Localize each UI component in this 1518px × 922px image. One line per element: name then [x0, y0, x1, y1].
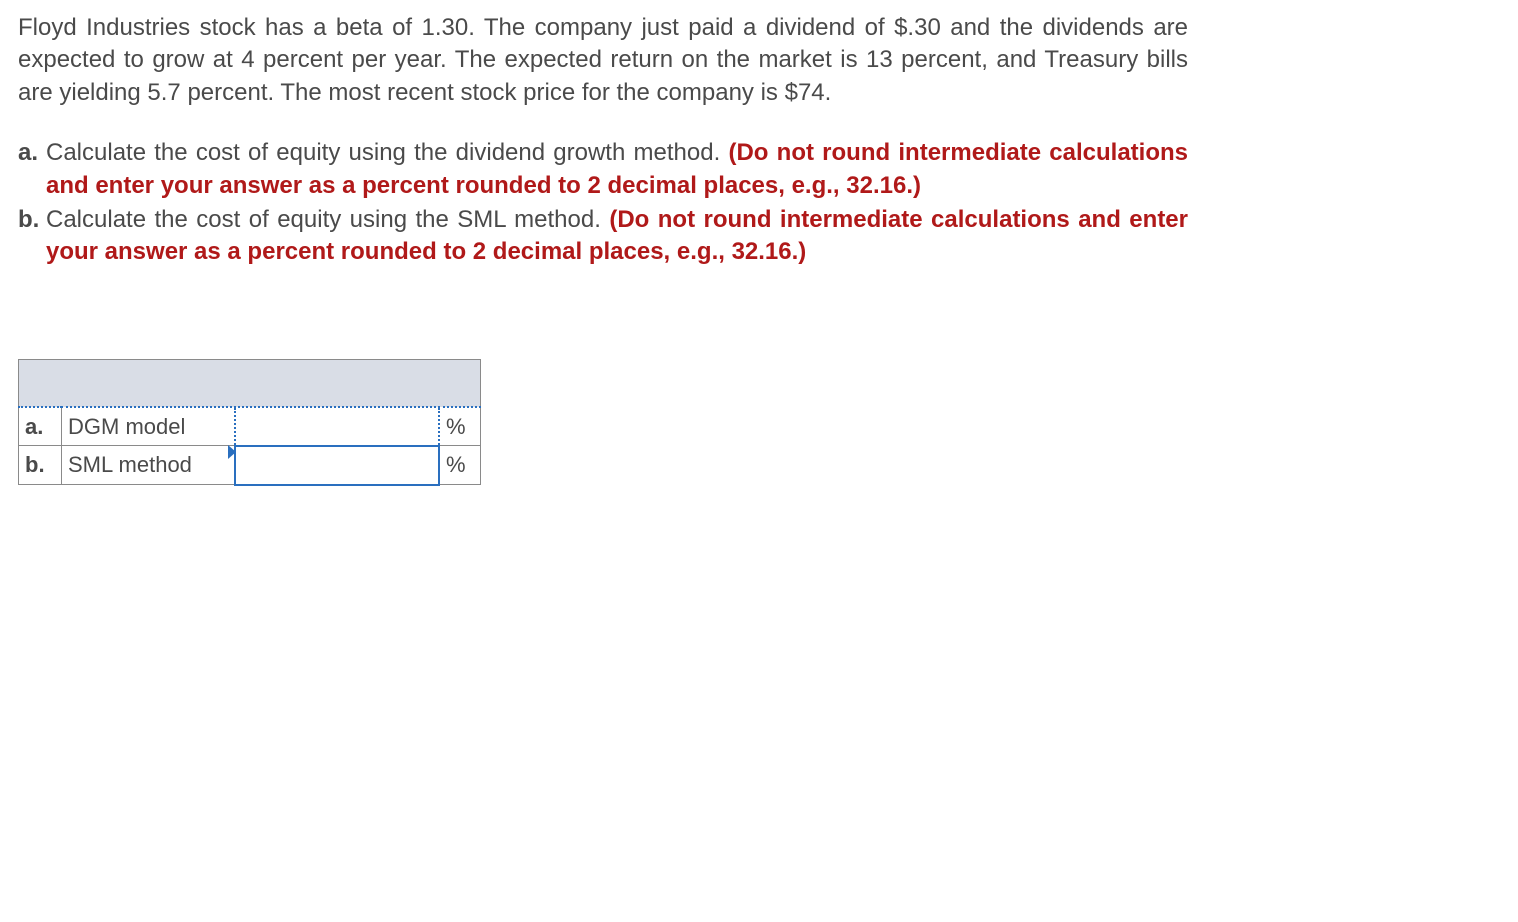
table-header-cell	[19, 359, 481, 407]
sml-input[interactable]	[235, 446, 439, 485]
row-a-letter: a.	[19, 407, 62, 446]
table-row: a. DGM model %	[19, 407, 481, 446]
question-b-body: Calculate the cost of equity using the S…	[46, 204, 1188, 269]
question-b-letter: b.	[18, 204, 46, 269]
row-a-label: DGM model	[62, 407, 236, 446]
question-a-letter: a.	[18, 137, 46, 202]
question-list: a. Calculate the cost of equity using th…	[18, 137, 1188, 269]
question-b-text: Calculate the cost of equity using the S…	[46, 206, 609, 233]
row-b-unit: %	[439, 446, 481, 485]
dgm-input[interactable]	[235, 407, 439, 446]
question-b: b. Calculate the cost of equity using th…	[18, 204, 1188, 269]
problem-text: Floyd Industries stock has a beta of 1.3…	[18, 14, 1188, 106]
question-a-body: Calculate the cost of equity using the d…	[46, 137, 1188, 202]
row-a-unit: %	[439, 407, 481, 446]
question-a-text: Calculate the cost of equity using the d…	[46, 139, 728, 166]
answer-table: a. DGM model % b. SML method %	[18, 359, 481, 486]
row-b-label: SML method	[62, 446, 236, 485]
problem-statement: Floyd Industries stock has a beta of 1.3…	[18, 12, 1188, 109]
table-header-row	[19, 359, 481, 407]
row-b-letter: b.	[19, 446, 62, 485]
question-a: a. Calculate the cost of equity using th…	[18, 137, 1188, 202]
table-row: b. SML method %	[19, 446, 481, 485]
